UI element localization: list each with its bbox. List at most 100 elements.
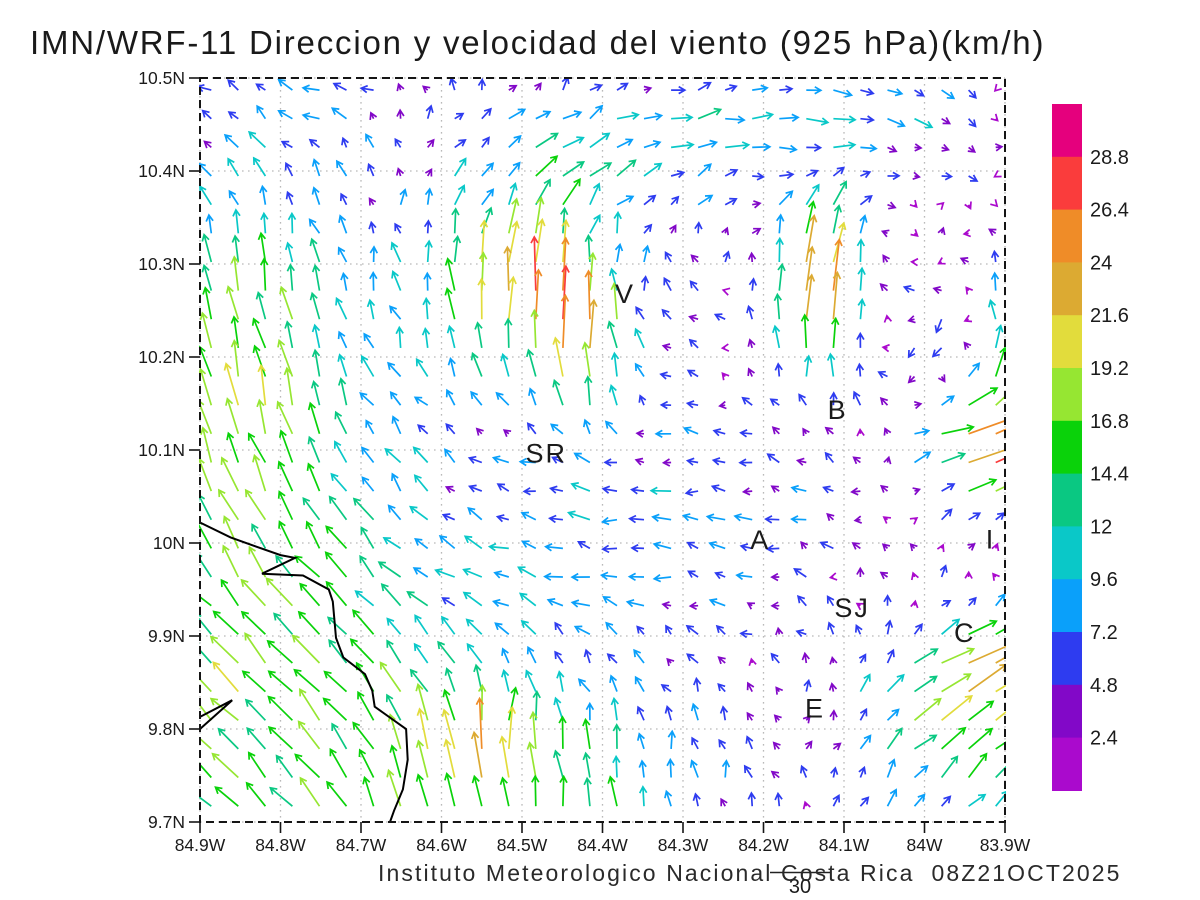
wind-arrow <box>857 297 866 320</box>
wind-arrow <box>790 484 807 494</box>
wind-arrow <box>395 167 405 177</box>
wind-arrow <box>366 298 376 320</box>
wind-arrow <box>779 113 800 123</box>
wind-arrow <box>964 570 973 579</box>
wind-arrow <box>323 670 348 693</box>
wind-arrow <box>600 516 618 526</box>
wind-arrow <box>770 485 780 493</box>
wind-arrow <box>661 308 672 320</box>
wind-arrow <box>882 516 891 524</box>
wind-arrow <box>448 77 457 91</box>
wind-arrow <box>805 214 818 263</box>
wind-arrow <box>746 681 755 692</box>
wind-arrow <box>881 543 891 552</box>
wind-arrow <box>412 446 429 464</box>
wind-arrow <box>259 184 268 205</box>
wind-arrow <box>941 116 952 125</box>
wind-arrow <box>860 170 872 179</box>
wind-arrow <box>205 213 214 234</box>
wind-arrow <box>285 190 294 206</box>
wind-arrow <box>829 709 838 721</box>
wind-arrow <box>968 174 979 182</box>
wind-arrow <box>277 490 294 521</box>
wind-arrow <box>526 741 537 778</box>
wind-arrow <box>718 738 726 750</box>
colorbar-segment <box>1052 579 1082 633</box>
wind-arrow <box>987 298 997 320</box>
wind-arrow <box>962 228 972 238</box>
wind-arrow <box>387 361 402 378</box>
wind-arrow <box>582 751 591 778</box>
wind-arrow <box>463 535 483 550</box>
wind-arrow <box>528 387 537 406</box>
wind-arrow <box>805 200 817 234</box>
wind-arrow <box>554 621 564 635</box>
wind-arrow <box>211 752 239 779</box>
wind-arrow <box>607 775 618 807</box>
wind-arrow <box>440 615 456 635</box>
wind-arrow <box>546 598 564 607</box>
wind-arrow <box>832 237 843 291</box>
wind-arrow <box>357 690 375 721</box>
wind-arrow <box>361 476 375 492</box>
wind-arrow <box>967 145 977 153</box>
wind-arrow <box>562 136 585 149</box>
wind-arrow <box>438 535 456 550</box>
wind-arrow <box>886 758 897 778</box>
wind-arrow <box>521 540 537 550</box>
wind-arrow <box>462 567 483 578</box>
wind-arrow <box>257 363 267 406</box>
wind-arrow <box>581 341 591 377</box>
wind-arrow <box>559 206 569 234</box>
wind-arrow <box>800 313 810 348</box>
wind-arrow <box>409 505 429 521</box>
wind-arrow <box>963 314 973 323</box>
wind-arrow <box>670 141 695 150</box>
wind-arrow <box>382 536 402 550</box>
x-axis-label: 84.1W <box>819 835 870 855</box>
wind-arrow <box>396 108 405 119</box>
wind-arrow <box>360 354 375 377</box>
wind-arrow <box>616 82 629 91</box>
wind-arrow <box>330 472 348 492</box>
wind-arrow <box>660 683 672 693</box>
wind-arrow <box>301 112 320 121</box>
wind-arrow <box>938 374 946 383</box>
wind-arrow <box>776 213 785 234</box>
wind-arrow <box>937 257 946 265</box>
wind-arrow <box>914 143 923 152</box>
wind-arrow <box>941 89 956 100</box>
colorbar-segment <box>1052 315 1082 369</box>
wind-arrow <box>265 577 294 607</box>
wind-arrow <box>739 429 753 438</box>
wind-arrow <box>752 111 775 120</box>
wind-arrow <box>362 775 375 807</box>
wind-arrow <box>852 390 862 406</box>
wind-arrow <box>422 296 431 320</box>
wind-arrow <box>652 574 672 583</box>
wind-arrow <box>739 629 753 639</box>
wind-arrow <box>562 161 586 177</box>
colorbar-label: 28.8 <box>1090 147 1129 169</box>
wind-arrow <box>583 648 592 664</box>
wind-arrow <box>332 82 347 91</box>
wind-arrow <box>384 447 402 464</box>
wind-arrow <box>877 370 888 379</box>
wind-arrow <box>368 197 377 206</box>
wind-arrow <box>201 109 212 120</box>
city-label-c: C <box>954 618 976 648</box>
wind-arrow <box>228 189 240 206</box>
wind-arrow <box>914 451 932 464</box>
wind-arrow <box>642 244 651 263</box>
wind-arrow <box>467 455 483 464</box>
wind-arrow <box>886 673 905 693</box>
grid-layer <box>199 77 1006 823</box>
wind-arrow <box>941 483 956 492</box>
colorbar-label: 16.8 <box>1090 411 1129 433</box>
wind-arrow <box>995 684 1006 693</box>
wind-arrow <box>465 618 483 635</box>
wind-arrow <box>551 456 564 464</box>
wind-arrow <box>491 455 510 464</box>
city-label-b: B <box>828 395 848 425</box>
wind-arrow <box>585 701 595 721</box>
